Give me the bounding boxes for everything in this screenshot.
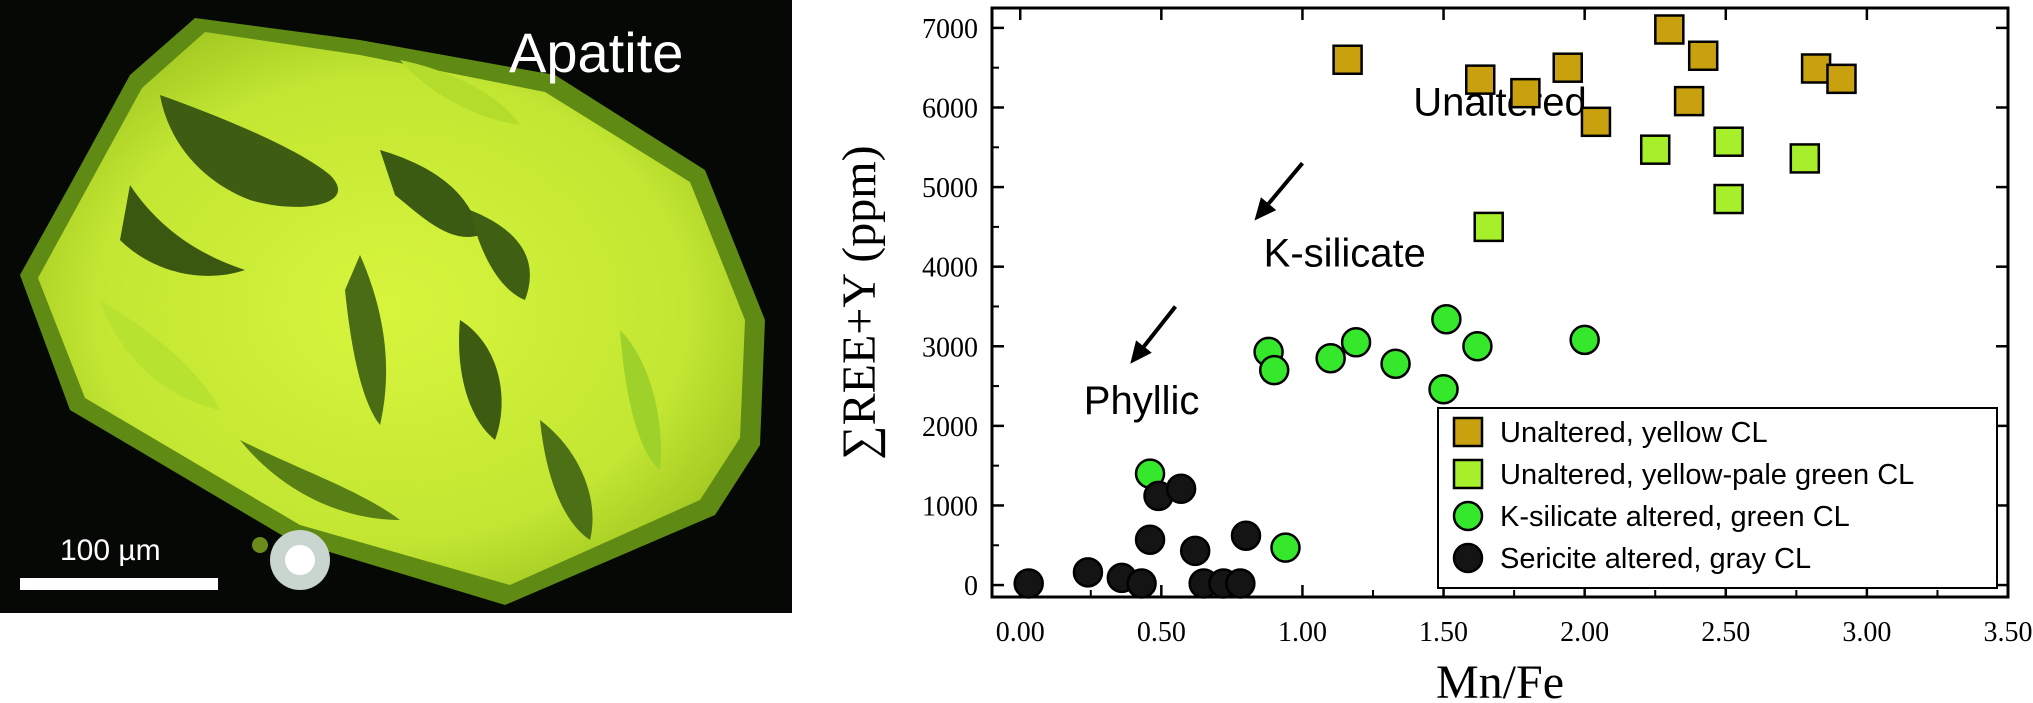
- annotation-arrow: [1130, 305, 1178, 364]
- data-point-square: [1800, 53, 1832, 84]
- x-tick-label: 3.00: [1842, 617, 1891, 648]
- scale-bar: [20, 578, 218, 590]
- data-point-circle: [1072, 557, 1104, 588]
- data-point-square: [1826, 63, 1857, 95]
- x-tick-label: 2.00: [1560, 617, 1609, 648]
- data-point-square: [1464, 64, 1496, 95]
- legend-label: K-silicate altered, green CL: [1500, 501, 1850, 533]
- data-point-square: [1673, 85, 1705, 117]
- data-point-circle: [1230, 520, 1262, 551]
- arrow-head: [1130, 340, 1152, 364]
- apatite-crystal: [20, 18, 765, 605]
- arrow-shaft: [1142, 305, 1178, 348]
- data-point-square: [1789, 143, 1821, 174]
- series-3: [1134, 303, 1600, 563]
- legend-label: Unaltered, yellow CL: [1500, 417, 1768, 449]
- legend-box: [1437, 407, 1998, 589]
- data-point-circle: [1013, 568, 1044, 599]
- legend-marker-circle: [1452, 500, 1484, 532]
- y-tick-label: 0: [964, 571, 978, 602]
- data-point-circle: [1225, 568, 1256, 599]
- x-tick-label: 1.50: [1419, 617, 1468, 648]
- apatite-cl-photo: Apatite 100 µm: [0, 0, 792, 613]
- data-point-circle: [1428, 374, 1459, 405]
- data-point-circle: [1165, 473, 1197, 505]
- data-point-square: [1332, 44, 1363, 75]
- data-point-circle: [1569, 324, 1600, 356]
- annotation-label: Phyllic: [1084, 379, 1200, 423]
- x-tick-label: 1.00: [1278, 617, 1327, 648]
- data-point-square: [1639, 134, 1671, 165]
- data-point-square: [1713, 126, 1744, 157]
- scale-bar-label: 100 µm: [60, 534, 161, 567]
- y-tick-label: 5000: [922, 173, 978, 204]
- y-tick-label: 4000: [922, 253, 978, 284]
- y-tick-label: 1000: [922, 491, 978, 522]
- arrow-head: [1254, 197, 1277, 221]
- legend-label: Unaltered, yellow-pale green CL: [1500, 459, 1914, 491]
- series-1: [1332, 14, 1857, 138]
- y-tick-label: 2000: [922, 412, 978, 443]
- annotation-arrow: [1254, 161, 1304, 221]
- annotation-label: K-silicate: [1264, 232, 1426, 276]
- x-tick-label: 0.00: [996, 617, 1045, 648]
- data-point-square: [1552, 52, 1583, 83]
- series-4: [1013, 473, 1262, 599]
- data-point-square: [1654, 14, 1685, 45]
- data-point-circle: [1462, 331, 1493, 362]
- scatter-chart: 0.00 0.50 1.00 1.50 2.00 2.50 3.00 3.50 0 1000 200…: [800, 0, 2033, 703]
- x-tick-label: 0.50: [1137, 617, 1186, 648]
- data-point-circle: [1258, 354, 1290, 386]
- arrow-shaft: [1267, 161, 1304, 205]
- data-point-circle: [1134, 524, 1166, 555]
- legend-marker-square: [1452, 416, 1484, 448]
- legend-label: Sericite altered, gray CL: [1500, 543, 1811, 575]
- data-point-square: [1713, 183, 1744, 215]
- x-axis-title: Mn/Fe: [1436, 656, 1564, 703]
- data-point-circle: [1179, 535, 1211, 567]
- series-2: [1473, 126, 1821, 243]
- y-axis-title: ∑REE+Y (ppm): [833, 145, 886, 459]
- plot-area-frame: [990, 6, 2010, 599]
- data-point-square: [1473, 211, 1504, 243]
- data-point-circle: [1380, 348, 1411, 380]
- legend-marker-circle: [1452, 542, 1484, 574]
- y-tick-label: 7000: [922, 14, 978, 45]
- photo-title: Apatite: [509, 21, 683, 84]
- bright-debris: [252, 530, 330, 590]
- legend-marker-square: [1452, 458, 1484, 490]
- data-point-circle: [1126, 568, 1157, 599]
- x-tick-label: 3.50: [1984, 617, 2033, 648]
- data-point-circle: [1431, 303, 1462, 335]
- data-point-circle: [1315, 342, 1346, 374]
- data-point-square: [1510, 77, 1541, 109]
- x-tick-label: 2.50: [1701, 617, 1750, 648]
- data-point-square: [1580, 106, 1612, 138]
- data-point-circle: [1340, 327, 1372, 358]
- y-tick-label: 6000: [922, 93, 978, 124]
- y-tick-label: 3000: [922, 332, 978, 363]
- annotation-label: Unaltered: [1413, 80, 1586, 124]
- data-point-circle: [1270, 532, 1301, 563]
- data-point-square: [1687, 40, 1719, 72]
